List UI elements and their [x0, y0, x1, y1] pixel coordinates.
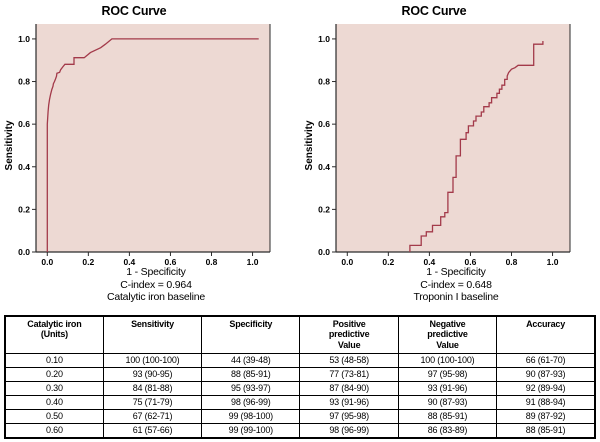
c-index-caption: C-index = 0.648	[420, 278, 492, 291]
x-tick-label: 0.6	[165, 257, 177, 266]
roc-chart-troponin: ROC Curve 0.0 0.2 0.4 0.6 0.8 1.0 0.0 0.2 0.4 0.6…	[300, 0, 600, 304]
table-cell: 84 (81-88)	[102, 381, 203, 396]
table-cell: 98 (96-99)	[299, 423, 399, 439]
table-cell: 0.40	[4, 395, 104, 410]
table-row: 0.10 100 (100-100) 44 (39-48) 53 (48-58) 100…	[4, 353, 596, 368]
table-cell: 92 (89-94)	[496, 381, 596, 396]
table-cell: 88 (85-91)	[397, 409, 498, 424]
x-tick-label: 1.0	[547, 257, 559, 266]
table-header-cell: Positive predictive Value	[299, 315, 399, 354]
table-row: 0.20 93 (90-95) 88 (85-91) 77 (73-81) 97 (95…	[4, 367, 596, 382]
table-cell: 100 (100-100)	[397, 353, 498, 368]
y-tick-label: 0.8	[318, 77, 330, 87]
diagnostic-accuracy-table: Catalytic iron (Units) Sensitivity Specifi…	[4, 314, 596, 439]
table-header-cell: Accuracy	[496, 315, 596, 354]
table-cell: 61 (57-66)	[102, 423, 203, 439]
baseline-caption: Catalytic iron baseline	[106, 291, 206, 303]
table-cell: 98 (96-99)	[201, 395, 301, 410]
table-cell: 53 (48-58)	[299, 353, 399, 368]
chart-title: ROC Curve	[101, 4, 167, 18]
x-tick-label: 0.2	[82, 257, 94, 266]
x-tick-label: 0.2	[382, 257, 394, 266]
table-cell: 75 (71-79)	[102, 395, 203, 410]
roc-chart-catalytic-iron: ROC Curve 0.0 0.2 0.4 0.6 0.8 1.0 0.0 0.2 0.4 0.6…	[0, 0, 300, 304]
table-cell: 0.10	[4, 353, 104, 368]
table-header-cell: Specificity	[201, 315, 301, 354]
x-tick-label: 1.0	[247, 257, 259, 266]
x-tick-label: 0.8	[506, 257, 518, 266]
table-cell: 0.30	[4, 381, 104, 396]
chart-captions: 1 - Specificity C-index = 0.648 Troponin…	[300, 266, 600, 304]
y-tick-label: 0.6	[318, 119, 330, 129]
roc-curve-line	[46, 38, 259, 252]
y-tick-label: 1.0	[18, 34, 30, 44]
table-cell: 0.50	[4, 409, 104, 424]
y-tick-label: 0.2	[18, 204, 30, 214]
chart-captions: 1 - Specificity C-index = 0.964 Catalyti…	[0, 266, 300, 304]
x-tick-label: 0.4	[123, 257, 135, 266]
x-tick-label: 0.0	[41, 257, 53, 266]
x-axis-label: 1 - Specificity	[426, 266, 486, 278]
chart-title: ROC Curve	[401, 4, 467, 18]
table-cell: 86 (83-89)	[397, 423, 498, 439]
y-tick-label: 1.0	[318, 34, 330, 44]
x-tick-label: 0.6	[465, 257, 477, 266]
table-header: Catalytic iron (Units) Sensitivity Specifi…	[4, 315, 596, 354]
y-axis-label: Sensitivity	[4, 120, 15, 170]
roc-curve-line	[409, 41, 544, 252]
table-header-cell: Sensitivity	[102, 315, 203, 354]
table-cell: 90 (87-93)	[496, 367, 596, 382]
y-tick-label: 0.4	[18, 162, 30, 172]
baseline-caption: Troponin I baseline	[413, 291, 499, 303]
table-cell: 44 (39-48)	[201, 353, 301, 368]
roc-plot-troponin: 0.0 0.2 0.4 0.6 0.8 1.0 0.0 0.2 0.4 0.6 0.8 1.0 Sens…	[304, 24, 571, 266]
table-cell: 0.20	[4, 367, 104, 382]
roc-plot-catalytic-iron: 0.0 0.2 0.4 0.6 0.8 1.0 0.0 0.2 0.4 0.6 0.8 1.0 Sens…	[4, 24, 271, 266]
table-cell: 77 (73-81)	[299, 367, 399, 382]
c-index-caption: C-index = 0.964	[120, 278, 192, 291]
x-tick-label: 0.4	[423, 257, 435, 266]
charts-row: ROC Curve 0.0 0.2 0.4 0.6 0.8 1.0 0.0 0.2 0.4 0.6…	[0, 0, 600, 304]
y-tick-label: 0.4	[318, 162, 330, 172]
table-cell: 89 (87-92)	[496, 409, 596, 424]
table-cell: 67 (62-71)	[102, 409, 203, 424]
table-row: 0.60 61 (57-66) 99 (99-100) 98 (96-99) 86 (8…	[4, 423, 596, 439]
table-row: 0.50 67 (62-71) 99 (98-100) 97 (95-98) 88 (8…	[4, 409, 596, 424]
table-cell: 87 (84-90)	[299, 381, 399, 396]
table-cell: 99 (98-100)	[201, 409, 301, 424]
table-cell: 88 (85-91)	[201, 367, 301, 382]
table-row: 0.40 75 (71-79) 98 (96-99) 93 (91-96) 90 (87…	[4, 395, 596, 410]
table-cell: 66 (61-70)	[496, 353, 596, 368]
y-tick-label: 0.8	[18, 77, 30, 87]
plot-area	[336, 24, 570, 252]
table-cell: 95 (93-97)	[201, 381, 301, 396]
table-cell: 100 (100-100)	[102, 353, 203, 368]
y-tick-label: 0.2	[318, 204, 330, 214]
y-tick-label: 0.0	[318, 247, 330, 257]
table-cell: 90 (87-93)	[397, 395, 498, 410]
table-cell: 93 (91-96)	[397, 381, 498, 396]
table-header-cell: Negative predictive Value	[397, 315, 498, 354]
table-cell: 99 (99-100)	[201, 423, 301, 439]
table-cell: 93 (90-95)	[102, 367, 203, 382]
x-tick-label: 0.8	[206, 257, 218, 266]
y-axis-label: Sensitivity	[304, 120, 315, 170]
x-tick-label: 0.0	[341, 257, 353, 266]
table-row: 0.30 84 (81-88) 95 (93-97) 87 (84-90) 93 (91…	[4, 381, 596, 396]
plot-area	[36, 24, 270, 252]
y-tick-label: 0.0	[18, 247, 30, 257]
table-cell: 93 (91-96)	[299, 395, 399, 410]
table-cell: 97 (95-98)	[299, 409, 399, 424]
table-cell: 0.60	[4, 423, 104, 439]
table-header-cell: Catalytic iron (Units)	[4, 315, 104, 354]
table-cell: 88 (85-91)	[496, 423, 596, 439]
x-axis-label: 1 - Specificity	[126, 266, 186, 278]
table-cell: 97 (95-98)	[397, 367, 498, 382]
y-tick-label: 0.6	[18, 119, 30, 129]
table-cell: 91 (88-94)	[496, 395, 596, 410]
